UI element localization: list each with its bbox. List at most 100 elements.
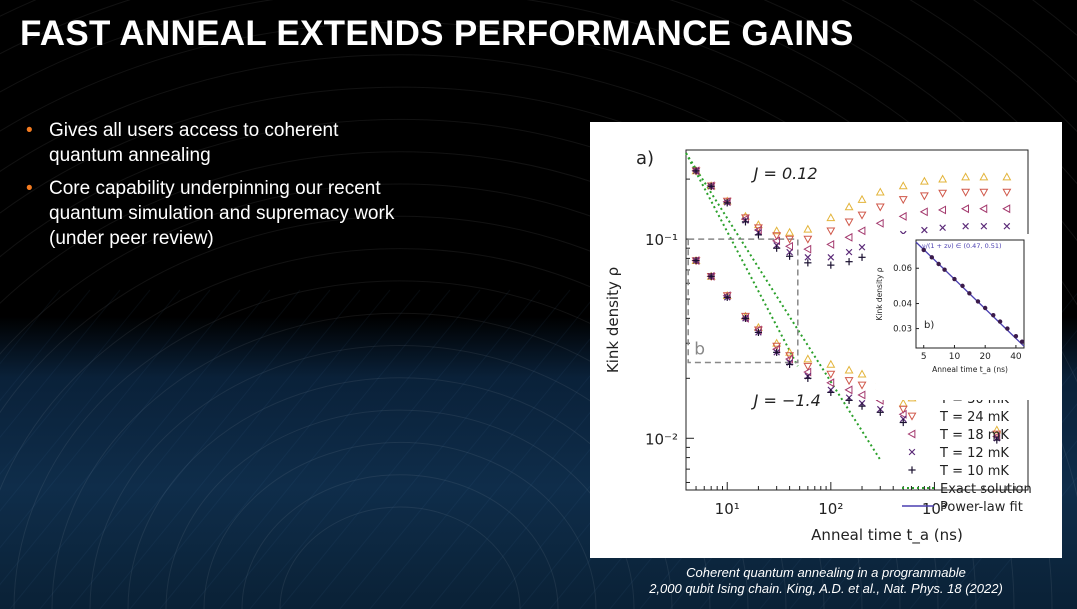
background-diagonal (39, 289, 301, 609)
exact-solution-line (685, 152, 882, 461)
background-arc (203, 441, 597, 609)
legend-entry: T = 24 mK (907, 410, 1009, 425)
legend-label: Power-law fit (940, 500, 1023, 515)
j-annotation: J = −1.4 (751, 391, 821, 410)
marker-triangle-up (772, 226, 782, 235)
background-diagonal (0, 289, 121, 439)
inset-chart: ν/(1 + zν) ∈ (0.47, 0.51) 5 10 20 40 0.03 0.04… (875, 234, 1032, 400)
marker-x (858, 243, 866, 251)
inset-data-point (1013, 333, 1019, 339)
j-annotation: J = 0.12 (751, 164, 818, 183)
inset-data-point (991, 312, 996, 318)
background-arc (241, 474, 559, 609)
y-tick-label: 10⁻¹ (645, 231, 678, 249)
x-tick-label: 10¹ (715, 500, 740, 518)
background-diagonal (369, 289, 631, 609)
marker-triangle-left (898, 211, 907, 221)
marker-x (962, 222, 969, 230)
background-diagonal (279, 289, 541, 609)
caption-line: Coherent quantum annealing in a programm… (686, 565, 966, 580)
marker-triangle-left (875, 218, 884, 228)
marker-triangle-up (803, 224, 813, 233)
background-diagonal (0, 289, 91, 402)
bullet-dot-icon: • (26, 120, 33, 141)
marker-triangle-up (785, 347, 795, 356)
legend-entry: T = 12 mK (908, 446, 1009, 461)
inset-x-tick-label: 40 (1010, 352, 1022, 362)
marker-triangle-up (844, 202, 854, 211)
marker-triangle-down (785, 235, 795, 244)
marker-x (908, 448, 916, 456)
marker-triangle-down (979, 188, 989, 197)
inset-data-point (936, 261, 941, 267)
marker-triangle-up (803, 354, 813, 363)
marker-triangle-left (1002, 204, 1011, 214)
x-tick-label: 10² (818, 500, 843, 518)
inset-x-tick-label: 5 (921, 352, 927, 362)
marker-x (1003, 222, 1011, 230)
background-diagonal (0, 289, 61, 365)
marker-triangle-down (722, 197, 732, 206)
zoom-box (687, 238, 799, 364)
bullet-text-line: quantum annealing (49, 145, 211, 166)
marker-triangle-down (844, 377, 854, 386)
marker-triangle-down (803, 235, 813, 244)
x-tick-label: 10³ (922, 500, 947, 518)
figure-panel: 10¹ 10² 10³ 10⁻¹ 10⁻² Anneal time t_a (ns) Kin… (590, 122, 1062, 558)
marker-triangle-left (844, 385, 853, 395)
inset-title: ν/(1 + zν) ∈ (0.47, 0.51) (922, 242, 1002, 250)
background-arc (279, 506, 521, 609)
series-t-30-mk (691, 166, 1012, 236)
marker-triangle-up (992, 425, 1002, 434)
exact-solution-line (685, 152, 799, 367)
series-t-10-mk (692, 256, 1001, 444)
legend-entry: T = 10 mK (908, 464, 1009, 479)
marker-triangle-down (875, 203, 885, 212)
background-diagonal (129, 289, 391, 609)
background-diagonal (249, 289, 511, 609)
marker-triangle-left (844, 232, 853, 242)
marker-triangle-up (875, 187, 885, 196)
inset-y-tick-label: 0.03 (893, 325, 912, 335)
background-diagonal (0, 289, 151, 475)
marker-triangle-up (785, 227, 795, 236)
y-tick-label: 10⁻² (645, 430, 678, 448)
legend-entry: Power-law fit (902, 500, 1023, 515)
marker-triangle-left (803, 367, 812, 377)
inset-x-tick-label: 20 (979, 352, 991, 362)
marker-x (980, 222, 988, 230)
inset-x-axis-label: Anneal time t_a (ns) (932, 365, 1008, 374)
marker-triangle-left (898, 409, 907, 419)
inset-y-tick-label: 0.06 (893, 264, 912, 274)
legend-entry: Exact solution (902, 482, 1032, 497)
legend-label: T = 12 mK (939, 446, 1009, 461)
marker-triangle-down (898, 196, 908, 205)
marker-triangle-down (907, 412, 917, 421)
inset-data-point (975, 299, 981, 304)
marker-triangle-up (961, 172, 971, 181)
marker-triangle-up (979, 172, 989, 181)
marker-triangle-up (898, 398, 908, 407)
bullet-text-line: Gives all users access to coherent (49, 120, 339, 141)
inset-data-point (997, 319, 1003, 324)
marker-triangle-down (898, 405, 908, 414)
inset-data-point (921, 247, 926, 253)
marker-triangle-up (1002, 172, 1012, 181)
marker-triangle-down (1002, 188, 1012, 197)
marker-triangle-down (992, 430, 1002, 439)
inset-data-point (929, 255, 935, 260)
marker-triangle-left (979, 204, 988, 214)
marker-triangle-up (857, 194, 867, 203)
marker-triangle-left (784, 241, 793, 251)
inset-panel-label: b) (924, 320, 934, 331)
bullet-text-line: (under peer review) (49, 228, 214, 249)
background-arc (165, 409, 635, 609)
inset-y-tick-label: 0.04 (893, 300, 912, 310)
background-diagonal (69, 289, 331, 609)
marker-triangle-left (826, 239, 835, 249)
panel-label: a) (636, 148, 654, 169)
inset-data-point (982, 305, 988, 311)
inset-y-axis-label: Kink density ρ (875, 267, 884, 320)
inset-data-point (1019, 339, 1025, 344)
